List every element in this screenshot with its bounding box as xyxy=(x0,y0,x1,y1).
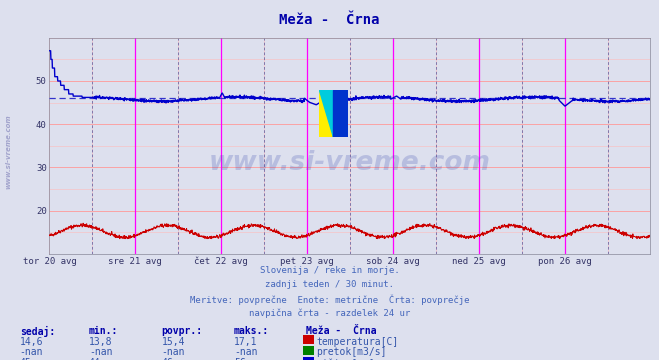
Text: -nan: -nan xyxy=(89,347,113,357)
Text: 13,8: 13,8 xyxy=(89,337,113,347)
Polygon shape xyxy=(319,90,333,137)
Text: sedaj:: sedaj: xyxy=(20,326,55,337)
Text: 56: 56 xyxy=(234,358,246,360)
Text: Meža -  Črna: Meža - Črna xyxy=(306,326,377,336)
Text: www.si-vreme.com: www.si-vreme.com xyxy=(5,114,11,189)
Text: 17,1: 17,1 xyxy=(234,337,258,347)
Text: -nan: -nan xyxy=(161,347,185,357)
Text: 15,4: 15,4 xyxy=(161,337,185,347)
Text: Meža -  Črna: Meža - Črna xyxy=(279,13,380,27)
Text: pretok[m3/s]: pretok[m3/s] xyxy=(316,347,387,357)
Text: www.si-vreme.com: www.si-vreme.com xyxy=(209,150,491,176)
Polygon shape xyxy=(333,90,348,137)
Text: maks.:: maks.: xyxy=(234,326,269,336)
Bar xyxy=(333,90,348,137)
Text: višina[cm]: višina[cm] xyxy=(316,358,375,360)
Text: povpr.:: povpr.: xyxy=(161,326,202,336)
Text: temperatura[C]: temperatura[C] xyxy=(316,337,399,347)
Text: navpična črta - razdelek 24 ur: navpična črta - razdelek 24 ur xyxy=(249,309,410,318)
Text: -nan: -nan xyxy=(20,347,43,357)
Bar xyxy=(319,90,333,137)
Text: 45: 45 xyxy=(20,358,32,360)
Text: min.:: min.: xyxy=(89,326,119,336)
Text: 44: 44 xyxy=(89,358,101,360)
Text: zadnji teden / 30 minut.: zadnji teden / 30 minut. xyxy=(265,280,394,289)
Text: 14,6: 14,6 xyxy=(20,337,43,347)
Text: Meritve: povprečne  Enote: metrične  Črta: povprečje: Meritve: povprečne Enote: metrične Črta:… xyxy=(190,294,469,305)
Text: 46: 46 xyxy=(161,358,173,360)
Text: -nan: -nan xyxy=(234,347,258,357)
Text: Slovenija / reke in morje.: Slovenija / reke in morje. xyxy=(260,266,399,275)
